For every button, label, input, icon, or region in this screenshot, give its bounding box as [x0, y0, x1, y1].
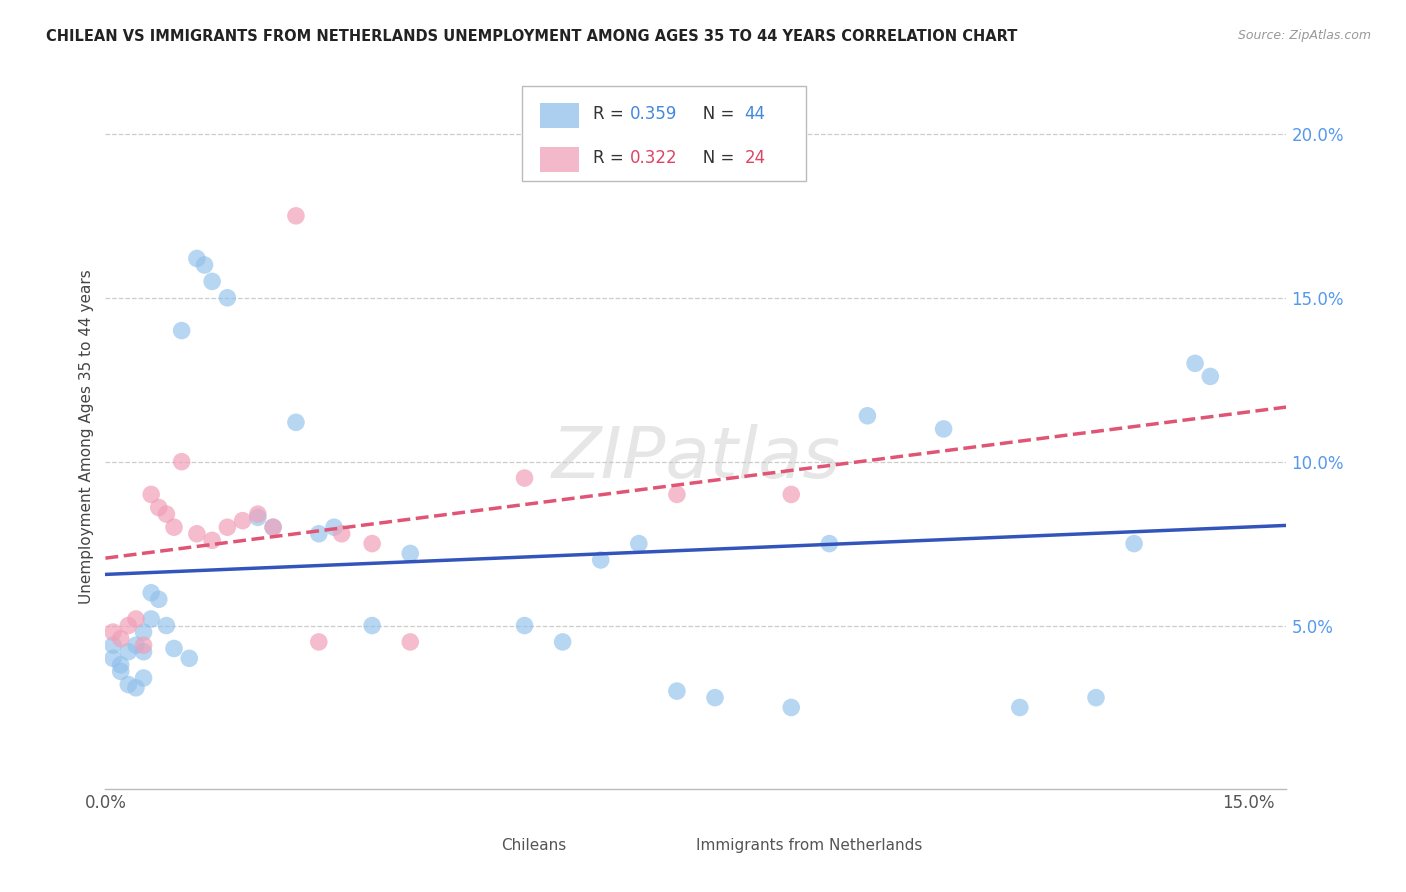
Point: [117, 618, 139, 632]
Point: [246, 507, 269, 521]
Point: [627, 536, 650, 550]
Point: [308, 635, 330, 649]
FancyBboxPatch shape: [540, 103, 579, 128]
Point: [148, 500, 170, 515]
Point: [170, 455, 193, 469]
Text: 0.359: 0.359: [630, 105, 678, 123]
Point: [132, 645, 155, 659]
Text: N =: N =: [686, 149, 740, 167]
Point: [170, 324, 193, 338]
Point: [132, 625, 155, 640]
Point: [665, 684, 688, 698]
Point: [262, 520, 284, 534]
Point: [284, 209, 307, 223]
Point: [101, 651, 124, 665]
Point: [132, 671, 155, 685]
Point: [201, 274, 224, 288]
Point: [117, 645, 139, 659]
Y-axis label: Unemployment Among Ages 35 to 44 years: Unemployment Among Ages 35 to 44 years: [79, 269, 94, 605]
Text: 0.322: 0.322: [630, 149, 678, 167]
Point: [1123, 536, 1146, 550]
Text: R =: R =: [593, 149, 630, 167]
FancyBboxPatch shape: [648, 840, 682, 862]
Text: Immigrants from Netherlands: Immigrants from Netherlands: [696, 838, 922, 854]
Point: [186, 252, 208, 266]
Point: [704, 690, 727, 705]
Point: [163, 520, 186, 534]
Point: [932, 422, 955, 436]
Point: [818, 536, 841, 550]
Point: [284, 415, 307, 429]
Point: [179, 651, 201, 665]
Point: [361, 536, 384, 550]
Point: [101, 625, 124, 640]
Point: [217, 291, 239, 305]
Point: [148, 592, 170, 607]
Text: N =: N =: [686, 105, 740, 123]
Point: [141, 586, 163, 600]
Point: [110, 657, 132, 672]
Point: [117, 677, 139, 691]
Point: [217, 520, 239, 534]
Point: [513, 471, 536, 485]
Point: [856, 409, 879, 423]
Point: [246, 510, 269, 524]
Point: [141, 612, 163, 626]
Text: Chileans: Chileans: [501, 838, 567, 854]
Point: [262, 520, 284, 534]
Point: [101, 638, 124, 652]
Point: [308, 526, 330, 541]
Text: R =: R =: [593, 105, 630, 123]
Text: 24: 24: [744, 149, 765, 167]
FancyBboxPatch shape: [540, 147, 579, 172]
Point: [399, 546, 422, 560]
Text: 44: 44: [744, 105, 765, 123]
Point: [780, 700, 803, 714]
Text: CHILEAN VS IMMIGRANTS FROM NETHERLANDS UNEMPLOYMENT AMONG AGES 35 TO 44 YEARS CO: CHILEAN VS IMMIGRANTS FROM NETHERLANDS U…: [46, 29, 1018, 44]
Point: [201, 533, 224, 548]
Point: [125, 638, 148, 652]
Point: [125, 681, 148, 695]
Point: [330, 526, 353, 541]
Point: [232, 514, 254, 528]
Point: [589, 553, 612, 567]
FancyBboxPatch shape: [523, 87, 806, 181]
Text: Source: ZipAtlas.com: Source: ZipAtlas.com: [1237, 29, 1371, 42]
Text: ZIPatlas: ZIPatlas: [551, 424, 841, 492]
Point: [323, 520, 346, 534]
Point: [551, 635, 574, 649]
Point: [125, 612, 148, 626]
Point: [399, 635, 422, 649]
Point: [780, 487, 803, 501]
FancyBboxPatch shape: [454, 840, 486, 862]
Point: [155, 618, 177, 632]
Point: [513, 618, 536, 632]
Point: [110, 665, 132, 679]
Point: [132, 638, 155, 652]
Point: [163, 641, 186, 656]
Point: [1199, 369, 1222, 384]
Point: [110, 632, 132, 646]
Point: [193, 258, 215, 272]
Point: [665, 487, 688, 501]
Point: [1085, 690, 1108, 705]
Point: [361, 618, 384, 632]
Point: [1184, 356, 1206, 370]
Point: [1008, 700, 1031, 714]
Point: [141, 487, 163, 501]
Point: [155, 507, 177, 521]
Point: [186, 526, 208, 541]
